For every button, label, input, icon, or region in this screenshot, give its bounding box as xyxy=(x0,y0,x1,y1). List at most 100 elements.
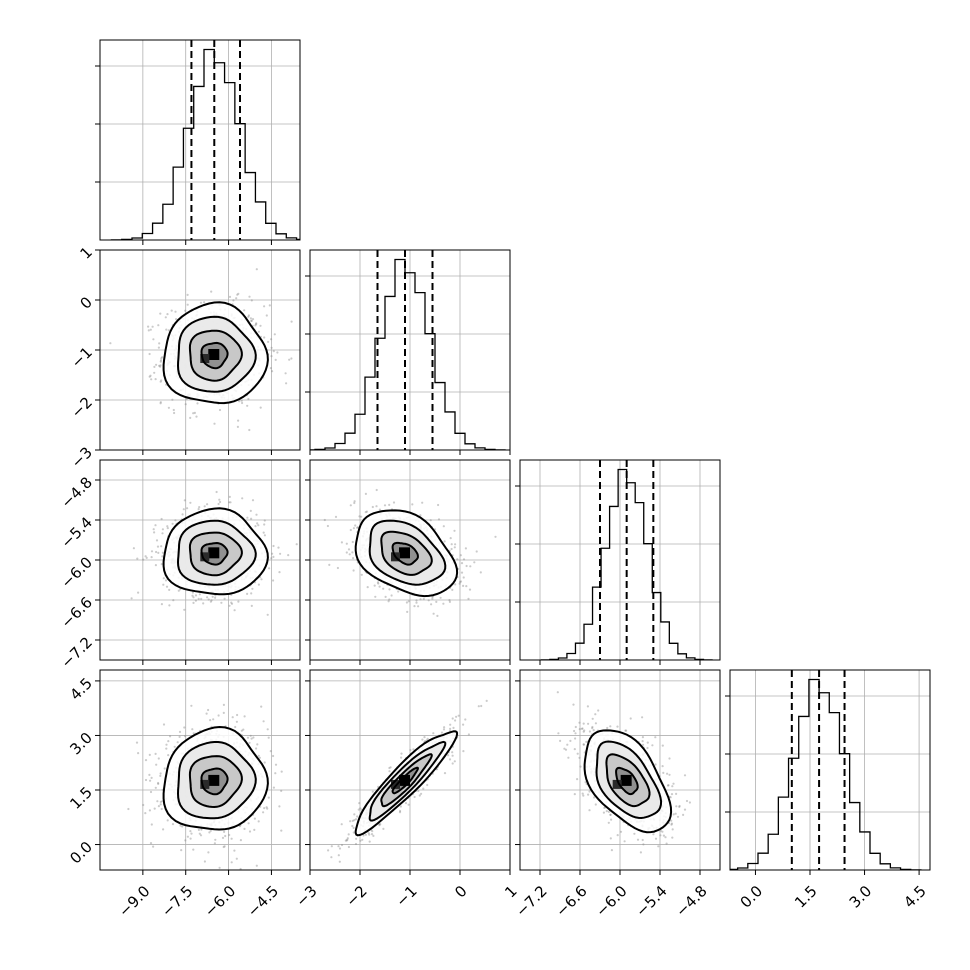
scatter-point xyxy=(272,786,275,789)
scatter-point xyxy=(109,342,112,345)
scatter-point xyxy=(250,319,253,322)
y-tick-label: −1 xyxy=(68,343,96,371)
scatter-point xyxy=(287,554,290,557)
scatter-point xyxy=(447,754,450,757)
scatter-point xyxy=(148,375,151,378)
x-tick-label: −1 xyxy=(392,882,420,910)
scatter-point xyxy=(641,716,644,719)
scatter-point xyxy=(417,605,420,608)
scatter-point xyxy=(157,781,160,785)
scatter-point xyxy=(172,599,175,602)
scatter-point xyxy=(467,733,470,736)
scatter-point xyxy=(464,547,467,550)
scatter-point xyxy=(237,419,240,422)
contour-3 xyxy=(354,730,459,837)
scatter-point xyxy=(349,820,352,823)
scatter-point xyxy=(338,847,342,850)
scatter-point xyxy=(437,503,440,507)
scatter-point xyxy=(186,303,189,306)
scatter-point xyxy=(398,811,402,814)
scatter-point xyxy=(674,812,677,815)
y-tick-label: −4.8 xyxy=(58,473,96,511)
scatter-point xyxy=(429,519,432,522)
contour-2 xyxy=(176,741,257,820)
scatter-point xyxy=(171,522,174,525)
scatter-point xyxy=(407,600,410,603)
scatter-point xyxy=(156,545,160,548)
scatter-point xyxy=(352,527,355,530)
scatter-point xyxy=(456,558,459,561)
scatter-point xyxy=(354,842,358,846)
scatter-point xyxy=(352,569,355,572)
scatter-point xyxy=(248,741,251,744)
scatter-point xyxy=(383,504,387,507)
scatter-point xyxy=(449,537,452,540)
density-peak xyxy=(208,774,220,786)
scatter-point xyxy=(314,879,316,881)
scatter-point xyxy=(228,604,231,607)
scatter-point xyxy=(370,833,374,836)
scatter-point xyxy=(450,543,453,546)
scatter-point xyxy=(155,539,159,542)
scatter-point xyxy=(169,735,172,738)
contour-3 xyxy=(162,725,269,831)
scatter-point xyxy=(228,295,232,298)
scatter-point xyxy=(250,517,253,520)
scatter-point xyxy=(459,554,462,557)
scatter-point xyxy=(230,861,233,864)
panel-frame xyxy=(519,459,721,661)
scatter-point xyxy=(432,732,435,735)
scatter-point xyxy=(443,540,446,543)
scatter-point xyxy=(235,857,238,860)
scatter-point xyxy=(451,717,454,720)
y-tick-label: 4.5 xyxy=(66,674,96,704)
scatter-point xyxy=(250,737,253,740)
scatter-point xyxy=(197,828,200,832)
scatter-point xyxy=(218,408,222,412)
scatter-point xyxy=(378,824,381,827)
scatter-point xyxy=(473,561,476,564)
scatter-point xyxy=(451,751,454,754)
scatter-point xyxy=(214,596,217,599)
scatter-point xyxy=(149,328,152,331)
scatter-point xyxy=(242,728,245,731)
scatter-point xyxy=(432,612,435,615)
scatter-point xyxy=(148,753,151,757)
scatter-point xyxy=(159,312,162,315)
scatter-point xyxy=(150,556,153,559)
scatter-point xyxy=(448,599,451,602)
scatter-point xyxy=(236,713,239,717)
scatter-point xyxy=(355,837,358,840)
scatter-point xyxy=(209,719,212,722)
scatter-point xyxy=(276,351,279,354)
scatter-point xyxy=(330,856,333,859)
scatter-point xyxy=(352,557,355,560)
scatter-point xyxy=(435,600,438,604)
scatter-point xyxy=(672,782,675,785)
scatter-point xyxy=(186,835,189,838)
scatter-point xyxy=(348,553,351,556)
scatter-point xyxy=(459,580,463,583)
scatter-point xyxy=(214,838,217,841)
scatter-point xyxy=(154,524,157,527)
scatter-point xyxy=(361,838,364,841)
panel-content xyxy=(520,460,720,660)
scatter-point xyxy=(271,370,274,373)
scatter-point xyxy=(184,403,187,406)
scatter-point xyxy=(165,743,168,746)
scatter-point xyxy=(468,588,472,591)
scatter-point xyxy=(223,830,226,834)
panel-2-1 xyxy=(305,459,511,665)
scatter-point xyxy=(388,588,391,591)
scatter-point xyxy=(578,728,581,731)
contour-1 xyxy=(188,329,243,382)
scatter-point xyxy=(150,823,153,826)
panel-content xyxy=(310,670,510,881)
scatter-point xyxy=(671,785,674,788)
scatter-point xyxy=(443,772,447,775)
scatter-point xyxy=(359,807,362,810)
scatter-point xyxy=(249,317,252,320)
scatter-point xyxy=(247,822,250,825)
scatter-point xyxy=(132,547,135,550)
